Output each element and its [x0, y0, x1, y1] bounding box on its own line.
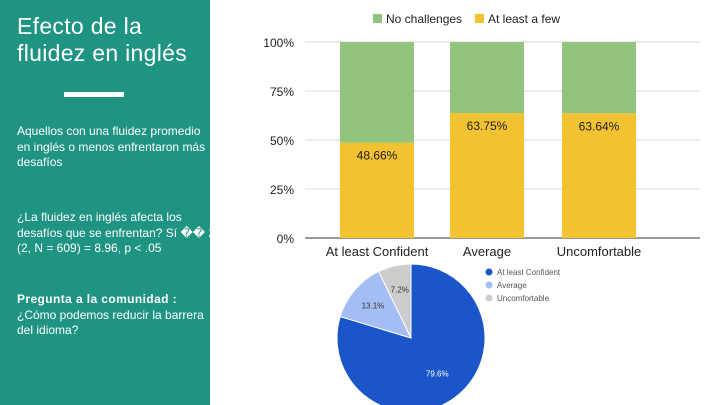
question-text: ¿Cómo podemos reducir la barrera del idi…: [17, 307, 204, 338]
pie-slice: [339, 270, 412, 339]
bar-at-least-a-few: [562, 113, 636, 238]
statistics-text: ¿La fluidez en inglés afecta los desafío…: [17, 210, 216, 255]
pie-legend-swatch: [485, 268, 493, 276]
bar-data-label: 63.64%: [579, 119, 620, 133]
y-tick-label: 100%: [263, 36, 294, 50]
bar-at-least-a-few: [450, 113, 524, 238]
bar-data-label: 63.75%: [467, 119, 508, 133]
y-tick-label: 25%: [270, 183, 294, 197]
pie-data-label: 13.1%: [362, 302, 385, 311]
pie-legend-label: At least Confident: [497, 268, 561, 277]
pie-slice: [377, 263, 412, 339]
y-tick-label: 0%: [277, 232, 295, 246]
bar-no-challenges: [562, 42, 636, 114]
pie-data-label: 7.2%: [391, 285, 409, 294]
community-question: Pregunta a la comunidad : ¿Cómo podemos …: [17, 292, 217, 339]
legend-swatch: [373, 14, 382, 23]
slide-title: Efecto de la fluidez en inglés: [17, 13, 188, 66]
bar-at-least-a-few: [340, 142, 414, 238]
chart-area: 0% 25% 50% 75% 100% 48.66% At least Confident 6…: [210, 0, 720, 405]
pie-chart: 79.6% 13.1% 7.2% At least Confident Average U…: [336, 263, 561, 405]
pie-legend-swatch: [485, 294, 493, 302]
bar-data-label: 48.66%: [357, 149, 398, 163]
stacked-bar-chart: 0% 25% 50% 75% 100% 48.66% At least Confident 6…: [263, 12, 700, 259]
bar-no-challenges: [450, 42, 524, 114]
y-tick-label: 75%: [270, 85, 294, 99]
left-panel: Efecto de la fluidez en inglés Aquellos …: [0, 0, 215, 405]
x-tick-label: Uncomfortable: [557, 244, 642, 259]
pie-slice: [336, 263, 486, 405]
legend-label: At least a few: [488, 12, 560, 26]
x-tick-label: At least Confident: [326, 244, 429, 259]
pie-legend-swatch: [485, 281, 493, 289]
pie-legend-label: Average: [497, 281, 527, 290]
pie-legend-label: Uncomfortable: [497, 294, 550, 303]
legend-label: No challenges: [386, 12, 462, 26]
pie-data-label: 79.6%: [426, 369, 449, 378]
title-underline: [64, 92, 124, 97]
finding-text: Aquellos con una fluidez promedio en ing…: [17, 124, 206, 169]
bar-no-challenges: [340, 42, 414, 143]
x-tick-label: Average: [463, 244, 511, 259]
y-tick-label: 50%: [270, 134, 294, 148]
question-heading: Pregunta a la comunidad :: [17, 292, 178, 306]
legend-swatch: [475, 14, 484, 23]
